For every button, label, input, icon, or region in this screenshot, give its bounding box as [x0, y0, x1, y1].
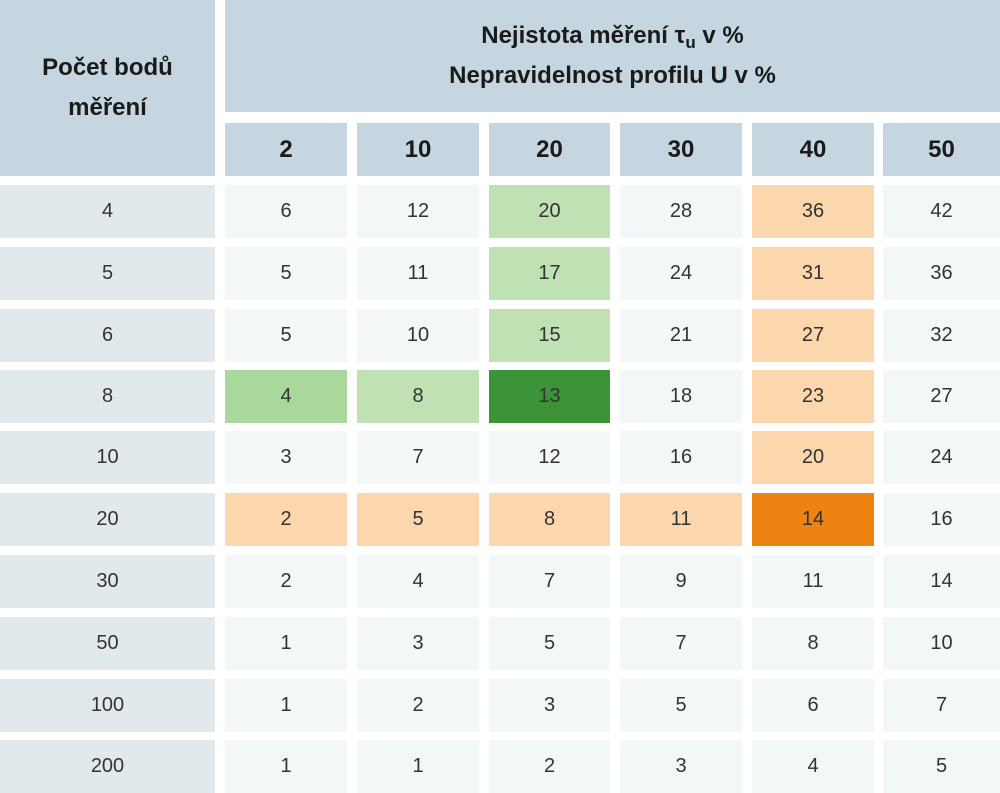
row-header: 20: [0, 493, 215, 546]
row-header-line1: Počet bodů: [42, 54, 173, 81]
table-cell: 1: [357, 740, 479, 793]
column-header: 50: [883, 123, 1000, 176]
table-cell: 4: [357, 555, 479, 608]
table-cell: 4: [225, 370, 347, 423]
title-line1-subscript: u: [685, 33, 696, 52]
table-cell: 1: [225, 617, 347, 670]
table-cell: 36: [752, 185, 874, 238]
table-cell: 20: [489, 185, 610, 238]
table-cell: 11: [620, 493, 742, 546]
table-cell: 10: [357, 309, 479, 362]
table-cell: 32: [883, 309, 1000, 362]
table-cell: 24: [620, 247, 742, 300]
table-cell: 23: [752, 370, 874, 423]
column-header: 2: [225, 123, 347, 176]
table-cell: 3: [225, 431, 347, 484]
table-cell: 9: [620, 555, 742, 608]
column-header: 40: [752, 123, 874, 176]
table-cell: 2: [489, 740, 610, 793]
table-cell: 27: [752, 309, 874, 362]
table-cell: 7: [489, 555, 610, 608]
column-header: 20: [489, 123, 610, 176]
table-cell: 5: [620, 679, 742, 732]
table-cell: 1: [225, 740, 347, 793]
row-header: 10: [0, 431, 215, 484]
table-cell: 21: [620, 309, 742, 362]
title-line2: Nepravidelnost profilu U v %: [449, 62, 776, 89]
table-cell: 28: [620, 185, 742, 238]
table-cell: 5: [489, 617, 610, 670]
table-cell: 17: [489, 247, 610, 300]
table-cell: 14: [883, 555, 1000, 608]
table-cell: 13: [489, 370, 610, 423]
table-cell: 36: [883, 247, 1000, 300]
row-header: 30: [0, 555, 215, 608]
table-cell: 11: [752, 555, 874, 608]
table-cell: 12: [489, 431, 610, 484]
table-cell: 31: [752, 247, 874, 300]
table-cell: 18: [620, 370, 742, 423]
table-cell: 27: [883, 370, 1000, 423]
table-cell: 12: [357, 185, 479, 238]
table-cell: 6: [752, 679, 874, 732]
table-cell: 7: [883, 679, 1000, 732]
table-cell: 3: [620, 740, 742, 793]
table-cell: 42: [883, 185, 1000, 238]
title-line1-unit: v %: [695, 22, 744, 49]
row-header: 100: [0, 679, 215, 732]
table-cell: 2: [225, 493, 347, 546]
column-header: 10: [357, 123, 479, 176]
row-header: 8: [0, 370, 215, 423]
row-header: 50: [0, 617, 215, 670]
table-cell: 16: [620, 431, 742, 484]
table-cell: 7: [357, 431, 479, 484]
table-cell: 3: [489, 679, 610, 732]
table-cell: 3: [357, 617, 479, 670]
table-cell: 1: [225, 679, 347, 732]
title-line1-text: Nejistota měření τ: [481, 22, 686, 49]
table-cell: 15: [489, 309, 610, 362]
row-header: 4: [0, 185, 215, 238]
table-cell: 2: [357, 679, 479, 732]
row-header: 6: [0, 309, 215, 362]
table-cell: 16: [883, 493, 1000, 546]
row-header-line2: měření: [68, 94, 147, 121]
table-cell: 2: [225, 555, 347, 608]
table-cell: 20: [752, 431, 874, 484]
table-cell: 4: [752, 740, 874, 793]
title-line1: Nejistota měření τu v %: [481, 16, 744, 56]
table-cell: 14: [752, 493, 874, 546]
table-cell: 10: [883, 617, 1000, 670]
column-header: 30: [620, 123, 742, 176]
table-cell: 5: [225, 247, 347, 300]
table-cell: 8: [752, 617, 874, 670]
table-cell: 7: [620, 617, 742, 670]
row-header: 200: [0, 740, 215, 793]
row-header-title: Počet bodů měření: [0, 0, 215, 176]
table-title: Nejistota měření τu v % Nepravidelnost p…: [225, 0, 1000, 112]
row-header: 5: [0, 247, 215, 300]
table-cell: 8: [489, 493, 610, 546]
table-cell: 8: [357, 370, 479, 423]
table-cell: 6: [225, 185, 347, 238]
table-cell: 24: [883, 431, 1000, 484]
table-cell: 5: [357, 493, 479, 546]
table-cell: 5: [883, 740, 1000, 793]
table-cell: 5: [225, 309, 347, 362]
table-cell: 11: [357, 247, 479, 300]
